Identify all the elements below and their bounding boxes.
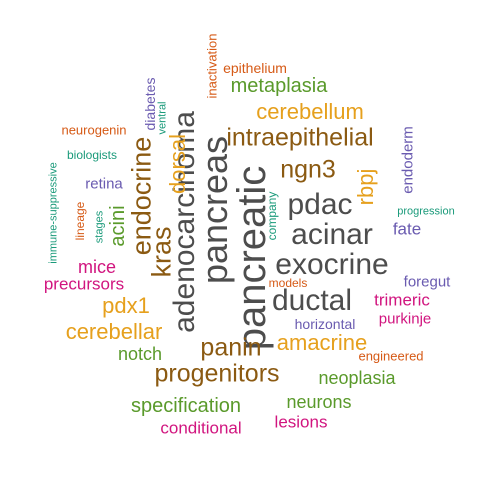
word-trimeric: trimeric (374, 290, 430, 310)
word-metaplasia: metaplasia (230, 75, 328, 97)
word-progenitors: progenitors (154, 359, 280, 388)
word-inactivation: inactivation (204, 33, 220, 99)
word-neurons: neurons (286, 392, 352, 412)
word-acini: acini (107, 205, 129, 247)
word-exocrine: exocrine (275, 248, 389, 281)
word-amacrine: amacrine (276, 330, 368, 355)
word-retina: retina (85, 175, 123, 193)
word-models: models (268, 276, 308, 290)
word-lesions: lesions (274, 412, 328, 432)
word-lineage: lineage (73, 201, 87, 241)
word-mice: mice (77, 257, 117, 277)
word-engineered: engineered (358, 348, 424, 364)
word-kras: kras (146, 226, 177, 278)
word-company: company (265, 191, 279, 241)
word-fate: fate (392, 219, 422, 239)
word-neoplasia: neoplasia (318, 368, 396, 388)
word-rbpj: rbpj (353, 168, 378, 206)
word-stages: stages (93, 210, 106, 244)
word-cerebellar: cerebellar (65, 319, 163, 344)
word-precursors: precursors (43, 274, 125, 294)
word-dorsal: dorsal (165, 134, 190, 194)
word-ngn3: ngn3 (280, 155, 336, 184)
word-ventral: ventral (156, 101, 169, 135)
word-panin: panin (200, 333, 262, 362)
word-cerebellum: cerebellum (256, 99, 364, 124)
word-pdac: pdac (287, 188, 353, 221)
word-foregut: foregut (403, 273, 451, 291)
word-neurogenin: neurogenin (61, 122, 127, 138)
word-ductal: ductal (271, 284, 353, 317)
word-acinar: acinar (291, 218, 373, 251)
word-conditional: conditional (160, 418, 242, 438)
word-biologists: biologists (66, 148, 118, 162)
word-endoderm: endoderm (399, 126, 417, 194)
word-immune-suppressive: immune-suppressive (47, 162, 60, 264)
word-notch: notch (117, 344, 163, 364)
word-specification: specification (130, 395, 242, 417)
word-purkinje: purkinje (378, 310, 432, 328)
word-intraepithelial: intraepithelial (226, 123, 374, 152)
word-epithelium: epithelium (223, 60, 287, 76)
word-progression: progression (397, 205, 455, 218)
word-pancreas: pancreas (194, 135, 235, 285)
word-diabetes: diabetes (142, 77, 158, 131)
word-horizontal: horizontal (294, 316, 356, 332)
word-pdx1: pdx1 (102, 293, 150, 318)
